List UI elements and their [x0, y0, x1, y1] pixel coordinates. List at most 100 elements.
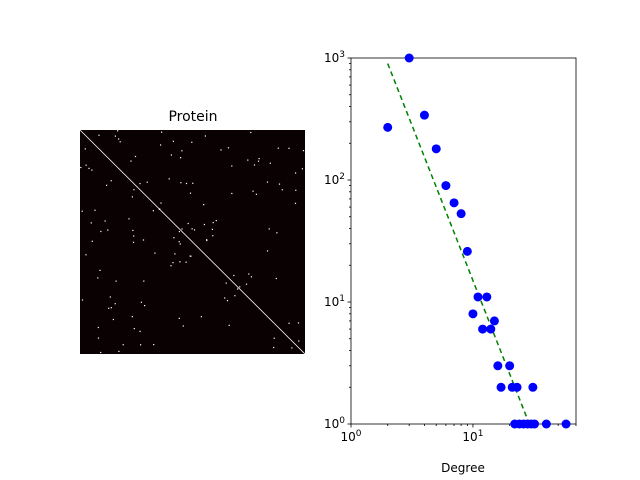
data-point — [478, 324, 488, 334]
matrix-entry — [180, 157, 182, 159]
matrix-entry — [191, 228, 193, 230]
matrix-entry — [212, 235, 214, 237]
matrix-entry — [146, 181, 148, 183]
matrix-entry — [273, 337, 275, 339]
x-axis-ticks: 100 101 — [340, 424, 577, 444]
matrix-entry — [245, 283, 248, 285]
matrix-entry — [114, 303, 116, 305]
matrix-title: Protein — [168, 109, 217, 125]
matrix-entry — [189, 192, 192, 194]
matrix-entry — [97, 326, 99, 329]
matrix-entry — [185, 182, 188, 185]
matrix-entries — [80, 130, 305, 354]
matrix-entry — [273, 346, 275, 349]
matrix-entry — [211, 228, 213, 230]
data-point — [482, 292, 492, 302]
matrix-entry — [110, 180, 112, 182]
matrix-entry — [268, 228, 270, 230]
matrix-entry — [225, 282, 227, 284]
matrix-entry — [131, 316, 133, 318]
matrix-entry — [160, 144, 162, 146]
matrix-entry — [88, 167, 90, 169]
matrix-entry — [97, 277, 99, 279]
x-axis-label: Degree — [441, 461, 485, 475]
matrix-entry — [140, 301, 142, 303]
matrix-entry — [185, 261, 187, 263]
matrix-entry — [108, 307, 110, 309]
data-point — [441, 181, 451, 191]
matrix-entry — [154, 252, 156, 254]
matrix-entry — [110, 307, 112, 309]
matrix-entry — [84, 148, 86, 150]
matrix-entry — [278, 183, 281, 185]
matrix-entry — [252, 190, 254, 192]
matrix-entry — [247, 159, 249, 161]
matrix-entry — [189, 255, 191, 257]
matrix-entry — [132, 229, 134, 231]
matrix-entry — [301, 168, 303, 170]
matrix-entry — [248, 273, 250, 275]
data-point — [493, 361, 503, 371]
data-point — [404, 53, 414, 63]
y-tick-label: 103 — [324, 50, 345, 65]
data-point — [456, 209, 466, 219]
matrix-entry — [191, 141, 193, 143]
matrix-entry — [168, 178, 170, 180]
matrix-entry — [182, 325, 184, 327]
matrix-entry — [190, 255, 192, 257]
matrix-entry — [203, 223, 205, 226]
data-point — [505, 361, 515, 371]
matrix-entry — [276, 232, 278, 234]
matrix-entry — [231, 192, 233, 195]
matrix-entry — [119, 141, 121, 143]
data-point — [541, 419, 551, 429]
matrix-entry — [80, 166, 82, 169]
matrix-entry — [91, 169, 93, 171]
matrix-entry — [144, 305, 146, 307]
matrix-entry — [107, 229, 109, 231]
matrix-entry — [227, 147, 230, 149]
data-point — [512, 382, 522, 392]
data-point — [473, 292, 483, 302]
data-points — [383, 53, 571, 429]
matrix-entry — [258, 158, 260, 160]
matrix-entry — [178, 231, 180, 233]
x-tick-label: 101 — [462, 429, 483, 444]
matrix-entry — [288, 322, 290, 324]
matrix-entry — [266, 181, 269, 183]
matrix-entry — [172, 140, 174, 142]
data-point — [496, 382, 506, 392]
data-point — [486, 324, 496, 334]
data-point — [489, 316, 499, 326]
matrix-entry — [115, 280, 117, 282]
matrix-entry — [143, 280, 145, 282]
matrix-entry — [133, 328, 135, 330]
matrix-entry — [200, 316, 202, 318]
matrix-entry — [104, 220, 106, 222]
matrix-entry — [298, 340, 300, 342]
matrix-entry — [180, 182, 182, 184]
matrix-panel: Protein — [79, 109, 306, 355]
matrix-entry — [291, 347, 293, 349]
matrix-entry — [192, 182, 194, 184]
matrix-entry — [302, 150, 305, 152]
matrix-entry — [85, 164, 87, 166]
matrix-entry — [281, 189, 283, 191]
matrix-entry — [203, 204, 205, 206]
matrix-entry — [206, 239, 208, 242]
matrix-entry — [130, 160, 132, 162]
data-point — [383, 122, 393, 132]
data-point — [528, 382, 538, 392]
matrix-entry — [118, 350, 120, 352]
degree-plot: 100 101 100 101 102 103 Degree — [324, 50, 577, 475]
matrix-entry — [106, 184, 108, 186]
matrix-entry — [255, 193, 257, 195]
matrix-entry — [250, 131, 252, 134]
data-point — [530, 419, 540, 429]
matrix-entry — [118, 138, 120, 140]
matrix-entry — [172, 262, 174, 264]
y-tick-label: 100 — [324, 416, 345, 431]
matrix-entry — [178, 317, 180, 319]
plot-area — [350, 57, 577, 425]
